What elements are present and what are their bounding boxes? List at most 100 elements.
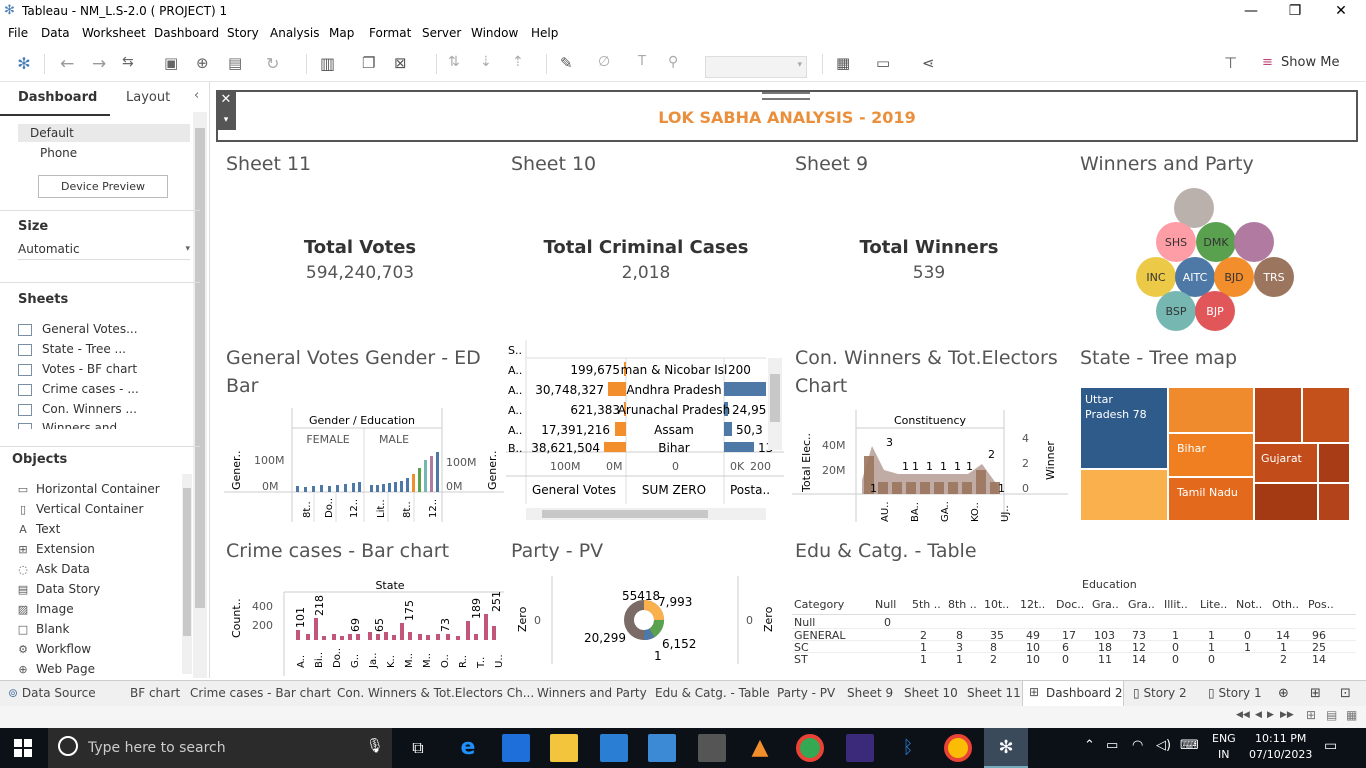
object-extension[interactable]: ⊞ Extension <box>16 542 95 556</box>
attach-icon[interactable]: ∅ <box>598 54 611 70</box>
tab-dashboard2[interactable]: ⊞ Dashboard 2 <box>1022 681 1124 706</box>
table-row[interactable]: SC 1 3 8 10 6 18 12 0 1 1 1 25 <box>792 640 1356 654</box>
new-dashboard-tab-icon[interactable]: ⊞ <box>1310 686 1321 701</box>
scrollbar-thumb[interactable] <box>195 128 205 608</box>
list-view-icon[interactable]: ▤ <box>1326 708 1338 722</box>
treemap-title[interactable]: State - Tree map <box>1080 347 1238 369</box>
filmstrip-view-icon[interactable]: ▦ <box>1346 708 1358 722</box>
object-text[interactable]: A Text <box>16 522 60 536</box>
vlc-icon[interactable]: ▲ <box>751 735 769 760</box>
sheet-item[interactable]: State - Tree ... <box>18 342 178 356</box>
windows-start-icon[interactable] <box>14 739 32 757</box>
horizontal-scrollbar-thumb[interactable] <box>542 510 708 518</box>
table-row[interactable]: ST 1 1 2 10 0 11 14 0 0 2 14 <box>792 652 1356 666</box>
fit-dropdown[interactable]: ▾ <box>705 56 807 78</box>
minimize-icon[interactable]: — <box>1244 3 1258 19</box>
next-page-icon[interactable]: ▶ <box>1267 710 1274 720</box>
tab-dashboard[interactable]: Dashboard <box>18 90 98 105</box>
prev-page-icon[interactable]: ◀ <box>1255 710 1262 720</box>
restore-icon[interactable]: ❐ <box>1288 3 1302 19</box>
chrome-icon[interactable] <box>796 734 824 762</box>
menu-format[interactable]: Format <box>369 26 412 40</box>
menu-worksheet[interactable]: Worksheet <box>82 26 146 40</box>
table-row[interactable]: GENERAL 2 8 35 49 17 103 73 1 1 0 14 96 <box>792 628 1356 642</box>
size-dropdown[interactable]: Automatic ▾ <box>18 242 190 260</box>
drag-handle-icon[interactable] <box>762 92 810 100</box>
object-image[interactable]: ▨ Image <box>17 602 74 616</box>
show-me-button[interactable]: ≡ Show Me <box>1262 55 1339 70</box>
sheet-item[interactable]: Crime cases - ... <box>18 382 178 396</box>
save-icon[interactable]: ▣ <box>164 54 179 72</box>
menu-dashboard[interactable]: Dashboard <box>154 26 220 40</box>
collapse-pane-icon[interactable]: ‹ <box>194 88 200 103</box>
tab-winners-party[interactable]: Winners and Party <box>537 686 647 700</box>
sheet-item[interactable]: Votes - BF chart <box>18 362 178 376</box>
tab-story1[interactable]: ▯ Story 1 <box>1208 686 1262 700</box>
tab-sheet10[interactable]: Sheet 10 <box>904 686 958 700</box>
tex-icon[interactable] <box>846 734 874 762</box>
menu-analysis[interactable]: Analysis <box>270 26 320 40</box>
menu-story[interactable]: Story <box>227 26 259 40</box>
share-icon[interactable]: ⋖ <box>922 54 935 72</box>
treemap-cell[interactable] <box>1302 387 1350 443</box>
sort-desc-icon[interactable]: ⇡ <box>512 54 524 70</box>
tray-chevron-up-icon[interactable]: ⌃ <box>1084 738 1095 753</box>
table-row[interactable]: Null 0 <box>794 616 891 629</box>
object-vertical-container[interactable]: ▯ Vertical Container <box>16 502 143 516</box>
tab-sheet11[interactable]: Sheet 11 <box>967 686 1021 700</box>
sheet10-title[interactable]: Sheet 10 <box>511 153 597 175</box>
mail-icon[interactable] <box>600 734 628 762</box>
show-cards-icon[interactable]: ▦ <box>836 54 851 72</box>
device-default[interactable] <box>18 124 190 142</box>
last-page-icon[interactable]: ▶▶ <box>1280 710 1294 720</box>
grid-view-icon[interactable]: ⊞ <box>1306 708 1317 722</box>
object-data-story[interactable]: ▤ Data Story <box>17 582 101 596</box>
language-bottom[interactable]: IN <box>1218 748 1230 761</box>
device-preview-button[interactable]: Device Preview <box>38 175 168 198</box>
gender-ed-chart[interactable]: Gender / Education FEMALE MALE Gener.. G… <box>224 408 504 524</box>
sheet-item[interactable]: General Votes... <box>18 322 178 336</box>
wifi-icon[interactable]: ◠ <box>1132 738 1144 753</box>
votes-bf-chart[interactable]: S.. A.. 199,675 man & Nicobar Isl 200 A.… <box>506 340 784 524</box>
format-painter-icon[interactable]: ⊤ <box>1224 54 1238 72</box>
tab-edu-table[interactable]: Edu & Catg. - Table <box>655 686 770 700</box>
highlight-icon[interactable]: ✎ <box>560 54 573 72</box>
keyboard-icon[interactable]: ⌨ <box>1180 738 1199 753</box>
con-winners-chart[interactable]: Constituency Total Elec.. Winner 40M 20M… <box>792 410 1068 524</box>
new-worksheet-icon[interactable]: ▥ <box>320 54 336 73</box>
pin-icon[interactable]: ⚲ <box>668 54 679 70</box>
menu-window[interactable]: Window <box>471 26 519 40</box>
network-icon[interactable]: ▭ <box>1106 738 1119 753</box>
labels-icon[interactable]: T <box>638 54 646 69</box>
clock-date[interactable]: 07/10/2023 <box>1249 748 1313 761</box>
app-icon[interactable] <box>648 734 676 762</box>
party-pv-title[interactable]: Party - PV <box>511 540 604 562</box>
object-horizontal-container[interactable]: ▭ Horizontal Container <box>17 482 160 496</box>
tab-data-source[interactable]: ⊚ Data Source <box>8 686 96 700</box>
treemap-cell[interactable] <box>1318 483 1350 521</box>
treemap-cell[interactable]: Bihar <box>1168 433 1254 477</box>
edge-icon[interactable]: e <box>460 735 476 760</box>
replay-icon[interactable]: ⇆ <box>122 54 134 70</box>
treemap-cell[interactable] <box>1080 469 1168 521</box>
tab-story2[interactable]: ▯ Story 2 <box>1133 686 1187 700</box>
new-story-tab-icon[interactable]: ⊡ <box>1340 686 1351 701</box>
new-worksheet-tab-icon[interactable]: ⊕ <box>1278 686 1289 701</box>
sheet-item[interactable]: Con. Winners ... <box>18 402 178 416</box>
winners-party-bubble-chart[interactable]: SHS DMK INC AITC BJD TRS BSP BJP <box>1130 182 1320 342</box>
menu-server[interactable]: Server <box>422 26 462 40</box>
treemap-cell[interactable] <box>1318 443 1350 483</box>
object-blank[interactable]: □ Blank <box>17 622 70 636</box>
treemap-cell-tamil-nadu[interactable]: Tamil Nadu <box>1168 477 1254 521</box>
objects-scrollbar-thumb[interactable] <box>183 488 191 636</box>
tableau-home-icon[interactable]: ✻ <box>17 54 31 73</box>
presentation-icon[interactable]: ▭ <box>876 54 891 72</box>
volume-icon[interactable]: ◁) <box>1156 738 1172 753</box>
chrome-icon[interactable] <box>944 734 972 762</box>
menu-data[interactable]: Data <box>41 26 70 40</box>
vertical-scrollbar-thumb[interactable] <box>770 374 780 422</box>
undo-icon[interactable]: ← <box>60 54 75 74</box>
tab-party-pv[interactable]: Party - PV <box>777 686 836 700</box>
object-menu-icon[interactable]: ▾ <box>216 110 236 130</box>
treemap-cell-uttar-pradesh[interactable]: Uttar Pradesh 78 <box>1080 387 1168 469</box>
